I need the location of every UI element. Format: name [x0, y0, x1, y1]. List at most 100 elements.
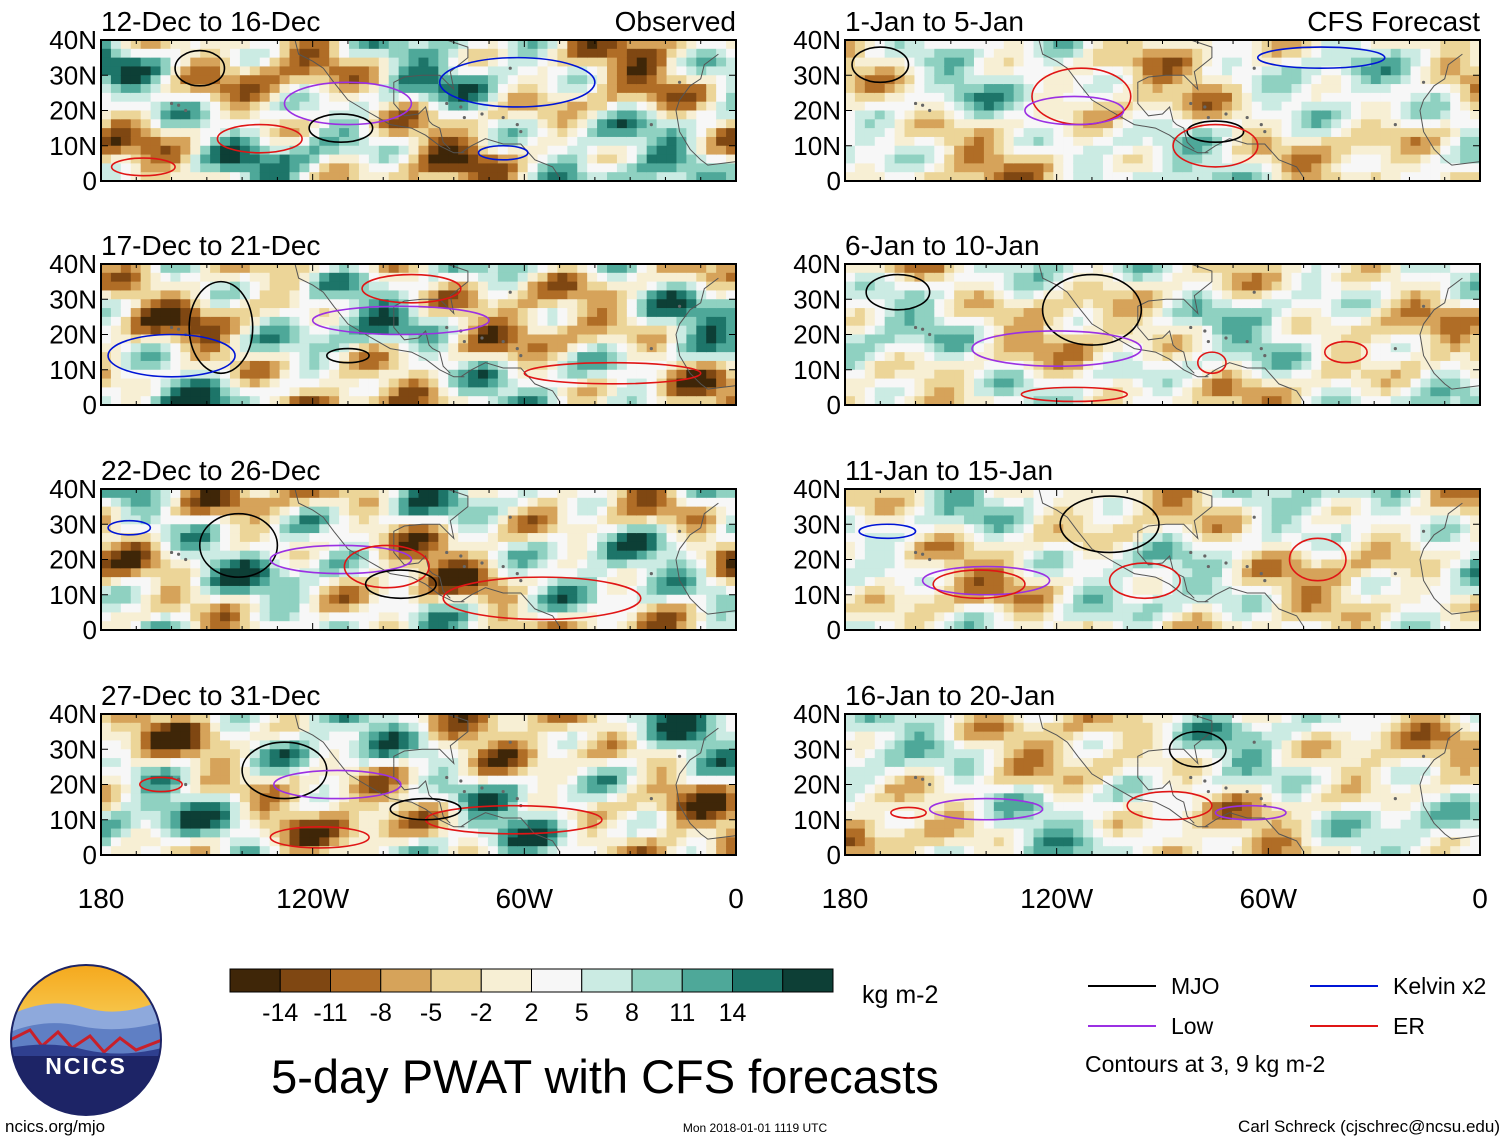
shading-cell	[1182, 75, 1193, 85]
shading-cell	[716, 828, 727, 838]
shading-cell	[349, 48, 360, 59]
shading-cell	[418, 766, 430, 777]
shading-cell	[676, 515, 687, 525]
shading-cell	[587, 585, 598, 596]
shading-cell	[983, 84, 995, 94]
shading-cell	[140, 48, 152, 59]
shading-cell	[101, 66, 112, 76]
shading-cell	[239, 837, 251, 847]
shading-cell	[656, 84, 668, 94]
shading-cell	[577, 559, 588, 569]
shading-cell	[269, 749, 281, 759]
shading-cell	[309, 272, 320, 283]
shading-cell	[418, 145, 430, 156]
shading-cell	[120, 731, 132, 742]
shading-cell	[497, 758, 509, 768]
shading-cell	[537, 550, 549, 561]
shading-cell	[587, 387, 598, 397]
shading-cell	[517, 784, 529, 794]
shading-cell	[448, 541, 459, 552]
shading-cell	[358, 784, 370, 794]
shading-cell	[597, 145, 608, 156]
shading-cell	[478, 352, 489, 362]
shading-cell	[418, 802, 430, 812]
shading-cell	[378, 396, 390, 406]
shading-cell	[478, 272, 489, 283]
shading-cell	[726, 281, 737, 292]
shading-cell	[706, 378, 717, 388]
shading-cell	[547, 378, 558, 388]
shading-cell	[914, 154, 925, 164]
shading-cell	[349, 837, 360, 847]
shading-cell	[478, 819, 489, 830]
shading-cell	[200, 101, 211, 112]
shading-cell	[557, 603, 568, 613]
shading-cell	[130, 837, 142, 847]
shading-cell	[487, 145, 499, 156]
shading-cell	[408, 802, 420, 812]
shading-cell	[319, 66, 330, 76]
shading-cell	[577, 810, 588, 821]
shading-cell	[358, 110, 370, 120]
shading-cell	[547, 722, 558, 733]
contour-kelvin-x2	[107, 519, 152, 536]
shading-cell	[160, 352, 172, 362]
shading-cell	[358, 343, 370, 353]
shading-cell	[190, 290, 201, 300]
shading-cell	[726, 290, 737, 300]
shading-cell	[686, 758, 697, 768]
shading-cell	[864, 172, 876, 182]
shading-cell	[656, 325, 668, 336]
shading-cell	[259, 154, 271, 164]
shading-cell	[587, 758, 598, 768]
shading-cell	[110, 48, 122, 59]
shading-cell	[220, 352, 231, 362]
shading-cell	[249, 84, 261, 94]
shading-cell	[180, 621, 191, 631]
shading-cell	[170, 828, 181, 838]
shading-cell	[398, 793, 410, 803]
shading-cell	[110, 40, 122, 50]
shading-cell	[101, 612, 112, 622]
shading-cell	[706, 524, 717, 534]
shading-cell	[636, 497, 648, 508]
shading-cell	[259, 66, 271, 76]
shading-cell	[229, 731, 241, 742]
shading-cell	[706, 343, 717, 353]
shading-cell	[537, 846, 549, 856]
shading-cell	[716, 92, 727, 103]
shading-cell	[1023, 154, 1035, 164]
shading-cell	[438, 766, 449, 777]
shading-cell	[716, 497, 727, 508]
shading-cell	[468, 612, 479, 622]
shading-cell	[378, 533, 390, 543]
shading-cell	[636, 369, 648, 380]
shading-cell	[607, 506, 618, 517]
shading-cell	[120, 264, 132, 274]
shading-cell	[587, 802, 598, 812]
shading-cell	[130, 299, 142, 309]
shading-cell	[1023, 75, 1035, 85]
shading-cell	[438, 793, 449, 803]
shading-cell	[249, 290, 261, 300]
shading-cell	[666, 92, 678, 103]
shading-cell	[706, 92, 717, 103]
shading-cell	[497, 145, 509, 156]
shading-cell	[487, 793, 499, 803]
shading-cell	[845, 154, 856, 164]
shading-cell	[249, 369, 261, 380]
shading-cell	[1172, 172, 1183, 182]
shading-cell	[1162, 172, 1174, 182]
shading-cell	[527, 489, 539, 499]
shading-cell	[358, 533, 370, 543]
shading-cell	[666, 84, 678, 94]
shading-cell	[577, 40, 588, 50]
shading-cell	[478, 308, 489, 318]
shading-cell	[656, 378, 668, 388]
shading-cell	[527, 48, 539, 59]
shading-cell	[497, 524, 509, 534]
coastline	[460, 587, 561, 630]
shading-cell	[200, 92, 211, 103]
shading-cell	[1053, 101, 1064, 112]
shading-cell	[567, 172, 578, 182]
